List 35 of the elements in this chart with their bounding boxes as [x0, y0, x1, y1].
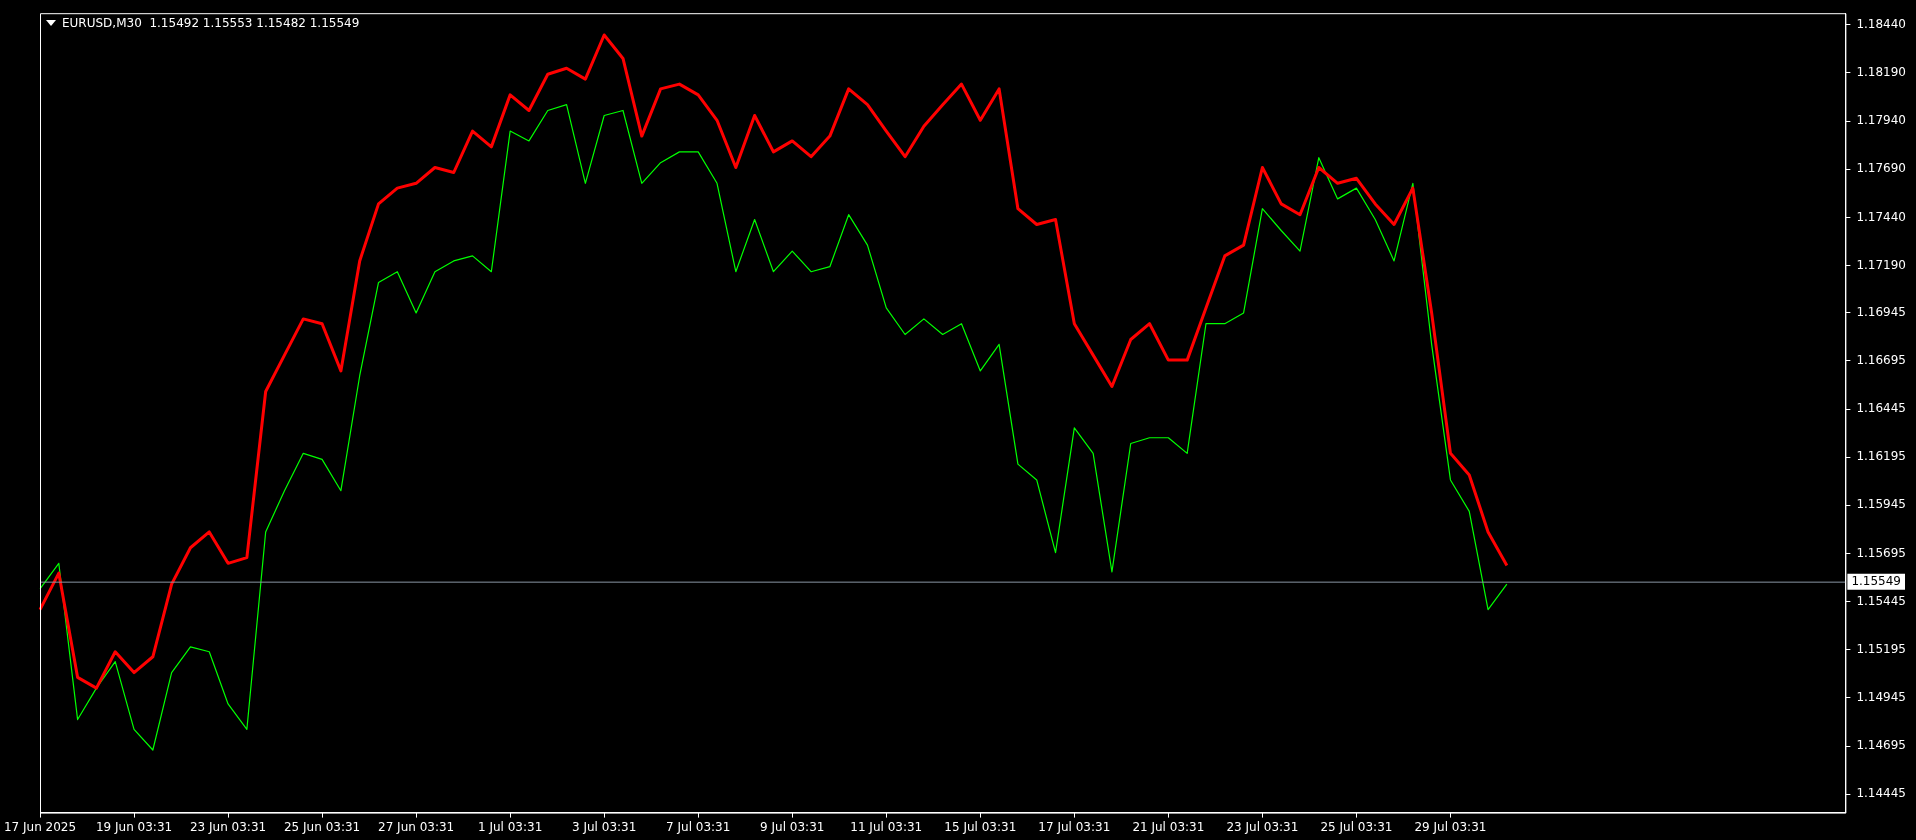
y-tick-label: 1.17440	[1856, 209, 1906, 224]
y-tick-label: 1.17190	[1856, 257, 1906, 272]
y-tick-label: 1.14945	[1856, 690, 1906, 705]
y-tick-label: 1.16695	[1856, 353, 1906, 368]
x-tick-label: 25 Jun 03:31	[283, 819, 361, 834]
chart-title: EURUSD,M30 1.15492 1.15553 1.15482 1.15549	[62, 16, 360, 30]
x-tick-label: 21 Jul 03:31	[1132, 819, 1205, 834]
x-tick-label: 19 Jun 03:31	[95, 819, 173, 834]
y-tick-label: 1.15445	[1856, 593, 1906, 608]
y-tick-label: 1.15695	[1856, 545, 1906, 560]
x-tick-label: 9 Jul 03:31	[760, 819, 825, 834]
x-tick-label: 29 Jul 03:31	[1414, 819, 1487, 834]
x-tick-label: 15 Jul 03:31	[944, 819, 1017, 834]
y-tick-label: 1.15945	[1856, 497, 1906, 512]
y-tick-label: 1.17940	[1856, 113, 1906, 128]
y-tick-label: 1.17690	[1856, 161, 1906, 176]
x-tick-label: 17 Jul 03:31	[1038, 819, 1111, 834]
x-tick-label: 23 Jul 03:31	[1226, 819, 1299, 834]
y-tick-label: 1.18190	[1856, 65, 1906, 80]
y-tick-label: 1.16195	[1856, 449, 1906, 464]
x-tick-label: 7 Jul 03:31	[666, 819, 731, 834]
y-tick-label: 1.14695	[1856, 738, 1906, 753]
x-tick-label: 11 Jul 03:31	[850, 819, 923, 834]
x-tick-label: 17 Jun 2025	[3, 819, 77, 834]
y-tick-label: 1.18440	[1856, 16, 1906, 31]
x-tick-label: 23 Jun 03:31	[189, 819, 267, 834]
y-tick-label: 1.15195	[1856, 641, 1906, 656]
y-tick-label: 1.16445	[1856, 401, 1906, 416]
y-tick-label: 1.16945	[1856, 304, 1906, 319]
x-tick-label: 25 Jul 03:31	[1320, 819, 1393, 834]
y-tick-label: 1.14445	[1856, 786, 1906, 801]
x-tick-label: 3 Jul 03:31	[572, 819, 637, 834]
ref-line-label: 1.15549	[1851, 573, 1901, 588]
x-tick-label: 1 Jul 03:31	[477, 819, 543, 834]
x-tick-label: 27 Jun 03:31	[378, 819, 455, 834]
